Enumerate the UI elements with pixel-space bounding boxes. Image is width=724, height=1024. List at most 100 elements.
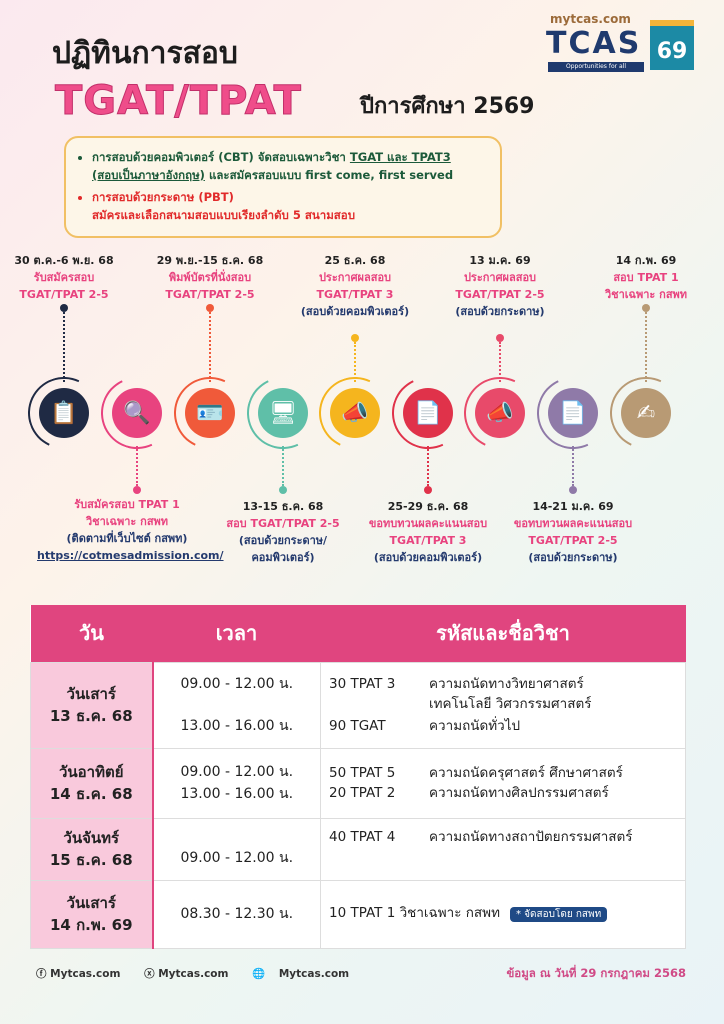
website-label: Mytcas.com [278, 968, 350, 980]
footer-social: ⓕ Mytcas.com ⓧ Mytcas.com 🌐 Mytcas.com [36, 966, 369, 981]
logo-brand: TCAS [546, 26, 642, 61]
timeline-connector [209, 312, 211, 382]
timeline-event: 14 ก.พ. 69 สอบ TPAT 1 วิชาเฉพาะ กสพท [571, 252, 721, 303]
time-cell: 08.30 - 12.30 น. [152, 879, 321, 949]
timeline-event: 14-21 ม.ค. 69 ขอทบทวนผลคะแนนสอบ TGAT/TPA… [498, 498, 648, 566]
event-date: 13 ม.ค. 69 [469, 254, 531, 267]
data-as-of: ข้อมูล ณ วันที่ 29 กรกฎาคม 2568 [506, 966, 686, 980]
exam-time: 13.00 - 16.00 น. [180, 718, 294, 734]
event-subject: TGAT/TPAT 3 [389, 534, 467, 547]
event-subject: TGAT/TPAT 3 [316, 288, 394, 301]
exam-time: 09.00 - 12.00 น. [180, 850, 294, 866]
table-row: วันจันทร์ 15 ธ.ค. 68 09.00 - 12.00 น. 40 … [30, 817, 686, 881]
id-card-icon: 🪪 [185, 388, 235, 438]
timeline-event: 25-29 ธ.ค. 68 ขอทบทวนผลคะแนนสอบ TGAT/TPA… [353, 498, 503, 566]
timeline-dot [496, 334, 504, 342]
header-time: เวลา [152, 605, 321, 662]
subject: 10 TPAT 1 วิชาเฉพาะ กสพท * จัดสอบโดย กสพท [329, 903, 685, 925]
event-date: 29 พ.ย.-15 ธ.ค. 68 [156, 254, 264, 267]
event-subject: TGAT/TPAT 2-5 [165, 288, 255, 301]
tcas-logo: mytcas.com TCAS Opportunities for all 69 [546, 12, 696, 72]
timeline-dot [424, 486, 432, 494]
exam-notice-box: การสอบด้วยคอมพิวเตอร์ (CBT) จัดสอบเฉพาะว… [64, 136, 502, 238]
day-date: 13 ธ.ค. 68 [49, 707, 133, 725]
time-cell: 09.00 - 12.00 น. 13.00 - 16.00 น. [152, 661, 321, 749]
subject-name: ความถนัดครุศาสตร์ ศึกษาศาสตร์ [429, 765, 623, 781]
table-row: วันอาทิตย์ 14 ธ.ค. 68 09.00 - 12.00 น. 13.… [30, 747, 686, 819]
day-name: วันเสาร์ [66, 685, 116, 703]
timeline-connector [427, 446, 429, 486]
subject: 40 TPAT 4 ความถนัดทางสถาปัตยกรรมศาสตร์ [329, 827, 685, 847]
day-date: 14 ธ.ค. 68 [49, 785, 133, 803]
event-title: พิมพ์บัตรที่นั่งสอบ [168, 271, 252, 284]
timeline-dot [279, 486, 287, 494]
exam-day: วันอาทิตย์ 14 ธ.ค. 68 [30, 747, 154, 819]
day-name: วันจันทร์ [63, 829, 120, 847]
subject-name: ความถนัดทางวิทยาศาสตร์ [429, 676, 584, 692]
exam-day: วันจันทร์ 15 ธ.ค. 68 [30, 817, 154, 881]
subject: 90 TGAT ความถนัดทั่วไป [329, 716, 685, 736]
timeline-event: 13 ม.ค. 69 ประกาศผลสอบ TGAT/TPAT 2-5 (สอ… [425, 252, 575, 320]
subject-cell: 10 TPAT 1 วิชาเฉพาะ กสพท * จัดสอบโดย กสพท [320, 879, 686, 949]
timeline-dot [206, 304, 214, 312]
event-note: (สอบด้วยคอมพิวเตอร์) [373, 551, 483, 564]
header-day: วัน [30, 605, 153, 662]
timeline-dot [133, 486, 141, 494]
event-title: รับสมัครสอบ TPAT 1 [74, 498, 180, 511]
table-row: วันเสาร์ 14 ก.พ. 69 08.30 - 12.30 น. 10 T… [30, 879, 686, 949]
computer-test-icon: 🖥 [258, 388, 308, 438]
cbt-note: การสอบด้วยคอมพิวเตอร์ (CBT) จัดสอบเฉพาะว… [92, 148, 488, 184]
subject-code: 90 TGAT [329, 718, 386, 734]
subject-code: 50 TPAT 5 [329, 765, 396, 781]
timeline-connector [354, 342, 356, 382]
timeline-dot [642, 304, 650, 312]
timeline-connector [499, 342, 501, 382]
page-title: ปฏิทินการสอบ [52, 36, 238, 71]
time-cell: 09.00 - 12.00 น. 13.00 - 16.00 น. [152, 747, 321, 819]
timeline-dot [351, 334, 359, 342]
timeline-event: 30 ต.ค.-6 พ.ย. 68 รับสมัครสอบ TGAT/TPAT … [0, 252, 139, 303]
time-cell: 09.00 - 12.00 น. [152, 817, 321, 881]
cbt-text: การสอบด้วยคอมพิวเตอร์ (CBT) จัดสอบเฉพาะว… [92, 150, 350, 164]
event-note: (สอบด้วยกระดาษ/ คอมพิวเตอร์) [238, 534, 328, 564]
event-title: ประกาศผลสอบ [318, 271, 392, 284]
x-link[interactable]: ⓧ Mytcas.com [144, 968, 229, 980]
event-note: (ติดตามที่เว็บไซต์ กสพท) [66, 532, 188, 545]
website-link[interactable]: 🌐 Mytcas.com [252, 968, 359, 980]
exam-name: TGAT/TPAT [55, 78, 302, 125]
timeline-event: 13-15 ธ.ค. 68 สอบ TGAT/TPAT 2-5 (สอบด้วย… [208, 498, 358, 566]
exam-schedule-table: วัน เวลา รหัสและชื่อวิชา วันเสาร์ 13 ธ.ค.… [30, 605, 686, 949]
timeline-dot [60, 304, 68, 312]
subject: 20 TPAT 2 ความถนัดทางศิลปกรรมศาสตร์ [329, 783, 685, 803]
facebook-link[interactable]: ⓕ Mytcas.com [36, 968, 121, 980]
event-date: 25-29 ธ.ค. 68 [387, 500, 469, 513]
organizer-badge: * จัดสอบโดย กสพท [509, 907, 608, 922]
day-date: 14 ก.พ. 69 [49, 916, 133, 934]
timeline-event: 25 ธ.ค. 68 ประกาศผลสอบ TGAT/TPAT 3 (สอบด… [280, 252, 430, 320]
subject-code: 10 TPAT 1 วิชาเฉพาะ กสพท [329, 905, 500, 921]
event-title: สอบ TGAT/TPAT 2-5 [226, 517, 340, 530]
event-subject: วิชาเฉพาะ กสพท [604, 288, 688, 301]
cotmes-link[interactable]: https://cotmesadmission.com/ [37, 549, 224, 562]
timeline-connector [572, 446, 574, 486]
pbt-title: การสอบด้วยกระดาษ (PBT) [92, 190, 234, 204]
event-date: 25 ธ.ค. 68 [324, 254, 386, 267]
score-sheet-icon: 📄 [403, 388, 453, 438]
cbt-registration: และสมัครสอบแบบ first come, first served [204, 168, 454, 182]
timeline-connector [282, 446, 284, 486]
day-name: วันอาทิตย์ [58, 763, 124, 781]
event-title: สอบ TPAT 1 [613, 271, 679, 284]
subject-name: ความถนัดทางสถาปัตยกรรมศาสตร์ [429, 828, 633, 845]
header-subject: รหัสและชื่อวิชา [320, 605, 686, 662]
event-title: ขอทบทวนผลคะแนนสอบ [513, 517, 633, 530]
exam-day: วันเสาร์ 13 ธ.ค. 68 [30, 661, 154, 749]
subject-name-cont: เทคโนโลยี วิศวกรรมศาสตร์ [429, 696, 592, 712]
subject-code: 40 TPAT 4 [329, 828, 396, 845]
table-row: วันเสาร์ 13 ธ.ค. 68 09.00 - 12.00 น. 13.00… [30, 661, 686, 749]
cbt-subjects: TGAT และ TPAT3 [349, 150, 451, 164]
event-subject: TGAT/TPAT 2-5 [455, 288, 545, 301]
subject-cell: 50 TPAT 5 ความถนัดครุศาสตร์ ศึกษาศาสตร์ 20… [320, 747, 686, 819]
logo-number: 69 [650, 20, 694, 70]
globe-icon: 🌐 [252, 968, 266, 980]
subject-cell: 40 TPAT 4 ความถนัดทางสถาปัตยกรรมศาสตร์ [320, 817, 686, 881]
